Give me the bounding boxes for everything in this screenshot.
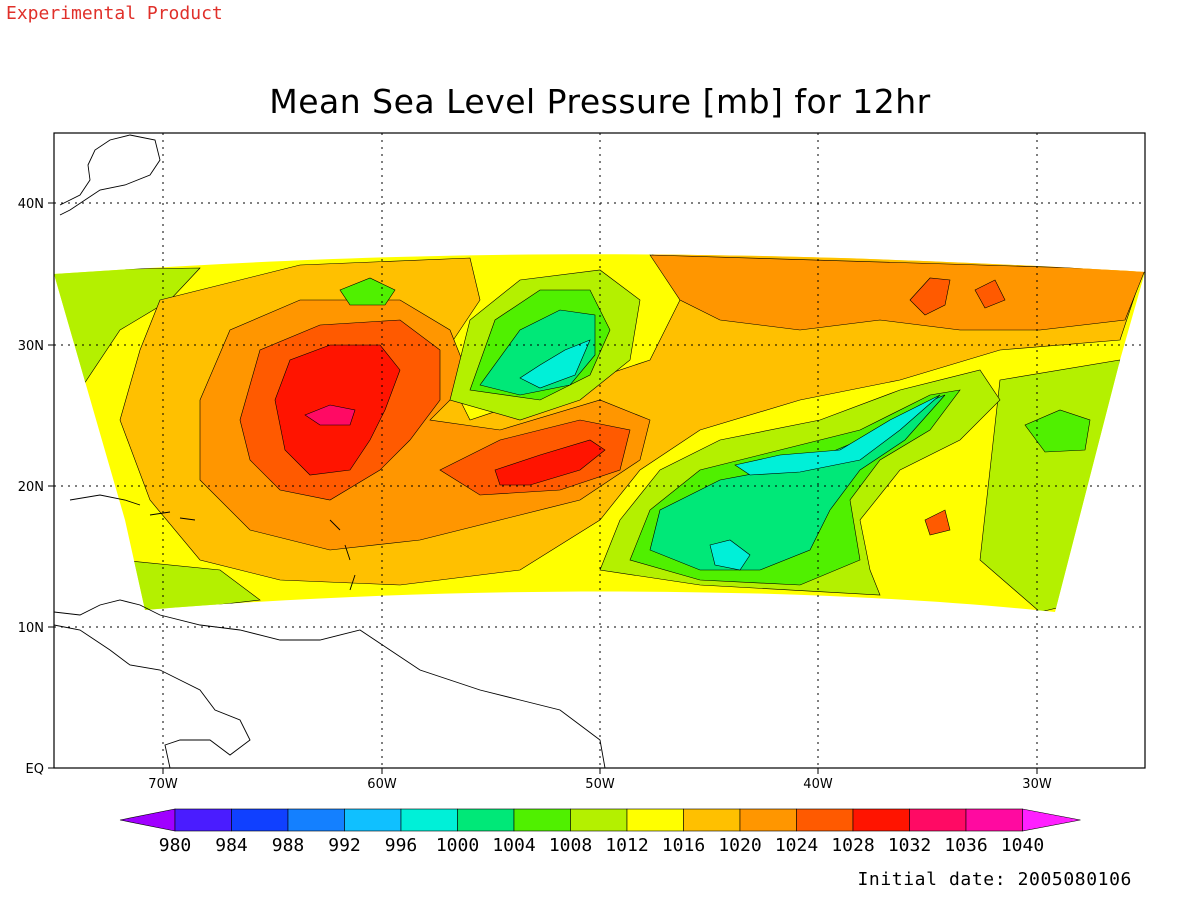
- colorbar-swatch: [457, 808, 515, 832]
- colorbar-swatch: [400, 808, 458, 832]
- colorbar-level-label: 1024: [775, 835, 818, 856]
- colorbar-level-label: 1040: [1001, 835, 1044, 856]
- colorbar-swatch: [570, 808, 628, 832]
- colorbar-level-label: 1004: [492, 835, 535, 856]
- colorbar-level-label: 1032: [888, 835, 931, 856]
- lon-label-60w: 60W: [367, 777, 397, 792]
- colorbar-level-label: 1008: [549, 835, 592, 856]
- colorbar-swatch: [626, 808, 684, 832]
- colorbar-level-label: 984: [215, 835, 248, 856]
- colorbar-swatch: [231, 808, 289, 832]
- pressure-field: [54, 254, 1145, 612]
- lat-label-20n: 20N: [18, 480, 44, 495]
- coastline-north-america: [59, 134, 161, 216]
- lon-label-30w: 30W: [1022, 777, 1052, 792]
- lon-label-40w: 40W: [803, 777, 833, 792]
- lat-label-10n: 10N: [18, 621, 44, 636]
- experimental-product-label: Experimental Product: [6, 3, 223, 24]
- lat-label-40n: 40N: [18, 197, 44, 212]
- field-1008-east: [1024, 409, 1091, 453]
- colorbar-swatch: [909, 808, 967, 832]
- colorbar-swatch: [965, 808, 1023, 832]
- field-1012-west: [54, 267, 201, 391]
- lon-label-50w: 50W: [585, 777, 615, 792]
- colorbar-arrow-high: [1022, 808, 1081, 832]
- colorbar-level-label: 1016: [662, 835, 705, 856]
- lat-label-30n: 30N: [18, 339, 44, 354]
- coastline-caribbean-islands: [69, 494, 356, 591]
- lat-label-eq: EQ: [26, 762, 44, 777]
- colorbar-swatch: [513, 808, 571, 832]
- field-1032-central: [494, 439, 606, 486]
- field-1028-east: [924, 509, 951, 536]
- field-1000-trough: [734, 394, 941, 476]
- field-1028-northeast-b: [974, 279, 1006, 309]
- map-title: Mean Sea Level Pressure [mb] for 12hr: [269, 82, 931, 121]
- colorbar-level-label: 980: [159, 835, 192, 856]
- colorbar-level-label: 1000: [436, 835, 479, 856]
- colorbar-swatch: [174, 808, 232, 832]
- field-1028-northeast-a: [909, 277, 951, 316]
- colorbar-level-label: 1012: [605, 835, 648, 856]
- colorbar-swatch: [852, 808, 910, 832]
- axis-ticks: [48, 202, 1038, 774]
- lon-label-70w: 70W: [148, 777, 178, 792]
- field-1000-north-central: [519, 339, 591, 389]
- colorbar-swatch: [683, 808, 741, 832]
- colorbar-swatch: [796, 808, 854, 832]
- field-1008-northwest: [339, 277, 396, 306]
- colorbar-level-label: 1020: [718, 835, 761, 856]
- field-1036-west: [304, 404, 356, 426]
- coastline-south-america: [54, 599, 606, 768]
- initial-date: Initial date: 2005080106: [857, 869, 1132, 890]
- colorbar-level-label: 1036: [944, 835, 987, 856]
- colorbar-arrow-low: [119, 808, 176, 832]
- colorbar-swatch: [344, 808, 402, 832]
- field-1024-northeast: [649, 254, 1145, 331]
- colorbar-swatch: [739, 808, 797, 832]
- colorbar-level-label: 988: [272, 835, 305, 856]
- graticule: [54, 133, 1145, 768]
- colorbar-level-label: 992: [328, 835, 361, 856]
- colorbar: 980 984 988 992 996 1000 1004 1008 1012 1016 1020 1…: [119, 808, 1081, 856]
- axis-labels: 70W 60W 50W 40W 30W EQ 10N 20N 30N 40N: [18, 197, 1052, 792]
- colorbar-level-label: 1028: [831, 835, 874, 856]
- coastlines: [54, 134, 606, 768]
- colorbar-level-label: 996: [385, 835, 418, 856]
- field-1000-southeast: [709, 539, 751, 571]
- colorbar-swatch: [287, 808, 345, 832]
